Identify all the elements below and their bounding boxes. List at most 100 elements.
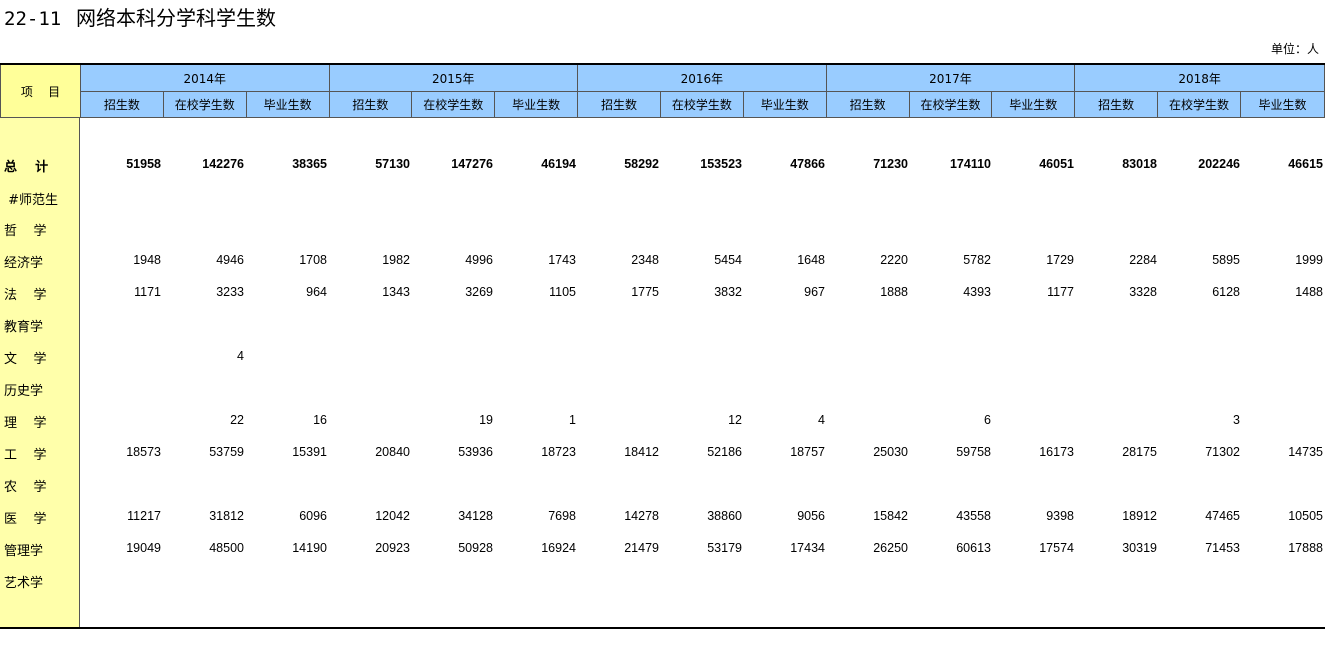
row-label: 艺术学 xyxy=(4,576,44,591)
item-header: 项 目 xyxy=(0,64,81,118)
table-cell: 4946 xyxy=(216,253,244,267)
year-header: 2017年 xyxy=(825,64,1076,92)
table-cell: 1177 xyxy=(1047,285,1074,299)
table-cell: 58292 xyxy=(624,157,659,171)
table-cell: 3328 xyxy=(1129,285,1157,299)
table-cell: 19049 xyxy=(126,541,161,555)
table-cell: 5454 xyxy=(714,253,742,267)
table-cell: 53936 xyxy=(458,445,493,459)
row-label: 历史学 xyxy=(4,384,44,399)
table-cell: 12042 xyxy=(375,509,410,523)
enrollment-header: 招生数 xyxy=(328,91,413,118)
row-label: 哲 学 xyxy=(4,224,47,239)
table-cell: 142276 xyxy=(202,157,244,171)
row-label: 农 学 xyxy=(4,480,47,495)
students-header: 在校学生数 xyxy=(659,91,744,118)
table-cell: 71453 xyxy=(1205,541,1240,555)
table-cell: 2284 xyxy=(1129,253,1157,267)
enrollment-header: 招生数 xyxy=(79,91,164,118)
table-cell: 12 xyxy=(728,413,742,427)
graduates-header: 毕业生数 xyxy=(1239,91,1325,118)
table-cell: 1708 xyxy=(299,253,327,267)
table-cell: 14278 xyxy=(624,509,659,523)
table-cell: 16 xyxy=(313,413,327,427)
table-bottom-rule xyxy=(0,627,1325,629)
unit-label: 单位：人 xyxy=(1270,42,1319,56)
row-label: 理 学 xyxy=(4,416,47,431)
table-cell: 17888 xyxy=(1288,541,1323,555)
enrollment-header: 招生数 xyxy=(825,91,910,118)
table-cell: 59758 xyxy=(956,445,991,459)
table-cell: 47465 xyxy=(1205,509,1240,523)
table-cell: 9398 xyxy=(1046,509,1074,523)
table-cell: 38365 xyxy=(292,157,327,171)
table-cell: 22 xyxy=(230,413,244,427)
table-cell: 1729 xyxy=(1046,253,1074,267)
table-cell: 202246 xyxy=(1198,157,1240,171)
table-cell: 57130 xyxy=(375,157,410,171)
table-cell: 14190 xyxy=(292,541,327,555)
table-cell: 31812 xyxy=(209,509,244,523)
table-cell: 4 xyxy=(237,349,244,363)
students-header: 在校学生数 xyxy=(162,91,247,118)
year-header: 2015年 xyxy=(328,64,579,92)
table-cell: 51958 xyxy=(126,157,161,171)
graduates-header: 毕业生数 xyxy=(742,91,827,118)
table-cell: 1888 xyxy=(880,285,908,299)
table-cell: 1343 xyxy=(382,285,410,299)
table-cell: 15391 xyxy=(292,445,327,459)
table-cell: 1171 xyxy=(134,285,161,299)
header-table: 项 目 2014年 2015年 2016年 2017年 2018年 招生数 在校… xyxy=(0,64,1325,118)
row-label: 工 学 xyxy=(4,448,47,463)
table-cell: 2220 xyxy=(880,253,908,267)
table-cell: 43558 xyxy=(956,509,991,523)
table-top-rule xyxy=(0,63,1325,65)
students-header: 在校学生数 xyxy=(1157,91,1241,118)
table-cell: 14735 xyxy=(1288,445,1323,459)
table-cell: 47866 xyxy=(790,157,825,171)
sub-header-row: 招生数 在校学生数 毕业生数 招生数 在校学生数 毕业生数 招生数 在校学生数 … xyxy=(1,91,1325,118)
table-cell: 15842 xyxy=(873,509,908,523)
table-cell: 46194 xyxy=(541,157,576,171)
table-cell: 17434 xyxy=(790,541,825,555)
table-cell: 4393 xyxy=(963,285,991,299)
table-cell: 1488 xyxy=(1295,285,1323,299)
table-cell: 71230 xyxy=(873,157,908,171)
table-cell: 2348 xyxy=(631,253,659,267)
table-cell: 53759 xyxy=(209,445,244,459)
table-number: 22-11 xyxy=(4,8,62,30)
table-cell: 18757 xyxy=(790,445,825,459)
table-cell: 83018 xyxy=(1122,157,1157,171)
students-header: 在校学生数 xyxy=(411,91,496,118)
table-cell: 28175 xyxy=(1122,445,1157,459)
table-cell: 11217 xyxy=(127,509,161,523)
table-cell: 18912 xyxy=(1122,509,1157,523)
table-cell: 153523 xyxy=(700,157,742,171)
table-cell: 20840 xyxy=(375,445,410,459)
table-cell: 9056 xyxy=(797,509,825,523)
table-cell: 50928 xyxy=(458,541,493,555)
table-cell: 16924 xyxy=(541,541,576,555)
table-cell: 38860 xyxy=(707,509,742,523)
table-cell: 18723 xyxy=(541,445,576,459)
year-header: 2016年 xyxy=(577,64,827,92)
year-header: 2014年 xyxy=(79,64,330,92)
table-cell: 18412 xyxy=(624,445,659,459)
row-label: 教育学 xyxy=(4,320,44,335)
table-cell: 10505 xyxy=(1288,509,1323,523)
row-label-panel xyxy=(0,116,80,627)
table-cell: 48500 xyxy=(209,541,244,555)
row-label: 医 学 xyxy=(4,512,47,527)
row-label: 文 学 xyxy=(4,352,47,367)
table-cell: 71302 xyxy=(1205,445,1240,459)
graduates-header: 毕业生数 xyxy=(494,91,579,118)
table-cell: 30319 xyxy=(1122,541,1157,555)
table-cell: 17574 xyxy=(1039,541,1074,555)
table-cell: 20923 xyxy=(375,541,410,555)
table-cell: 34128 xyxy=(458,509,493,523)
table-cell: 25030 xyxy=(873,445,908,459)
table-cell: 7698 xyxy=(548,509,576,523)
table-cell: 26250 xyxy=(873,541,908,555)
table-cell: 4996 xyxy=(465,253,493,267)
table-cell: 19 xyxy=(479,413,493,427)
